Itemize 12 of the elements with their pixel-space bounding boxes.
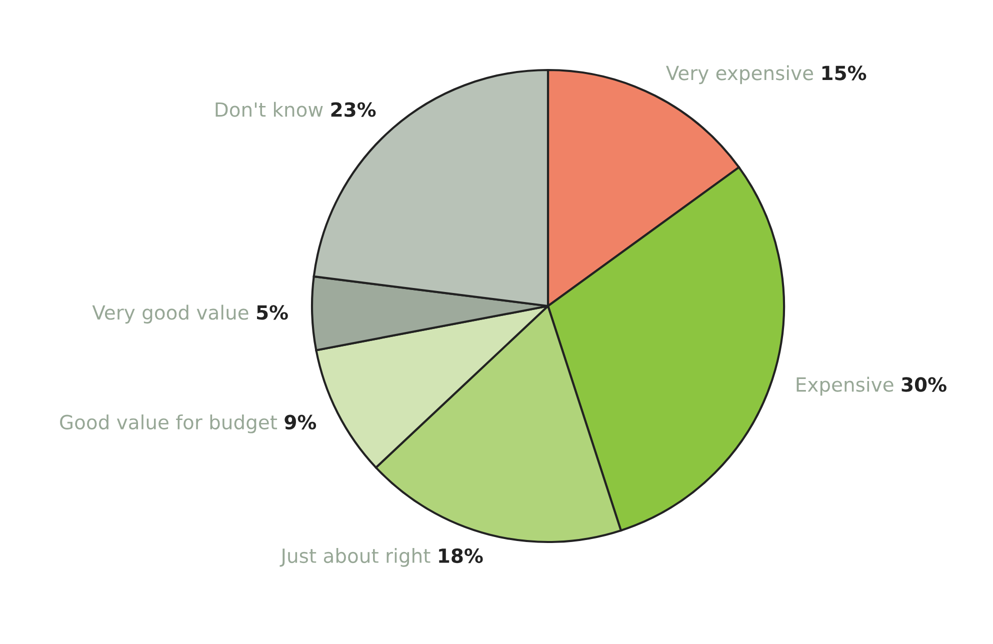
data-label: 9% — [284, 414, 316, 430]
data-label: 23% — [331, 102, 376, 117]
slice-label: Just about right — [280, 548, 430, 567]
slice-label: Don't know — [216, 102, 323, 117]
slice-label: Good value for budget — [60, 414, 278, 434]
slice-label: Very expensive — [666, 65, 814, 84]
data-label: 30% — [902, 377, 946, 392]
data-label: 5% — [257, 305, 288, 320]
data-label: 15% — [822, 66, 866, 80]
slice-label: Very good value — [92, 304, 248, 324]
data-label: 18% — [439, 548, 483, 564]
slice-label: Expensive — [796, 376, 894, 396]
